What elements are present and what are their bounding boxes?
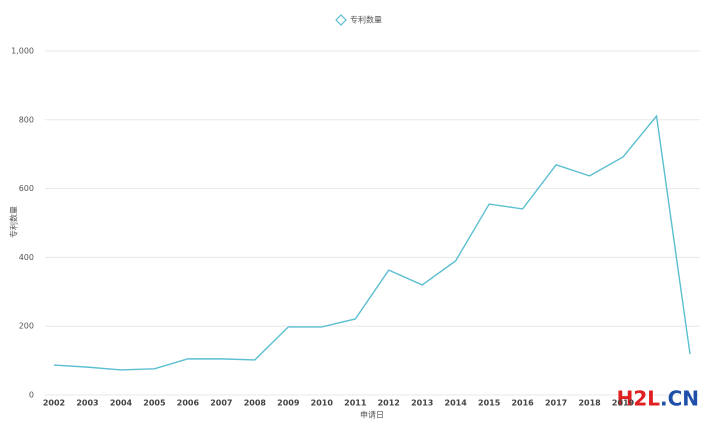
- x-tick-label: 2005: [143, 399, 166, 408]
- x-tick-label: 2018: [578, 399, 601, 408]
- x-tick-label: 2003: [76, 399, 98, 408]
- line: [53, 114, 691, 371]
- y-tick-label: 1,000: [11, 47, 34, 56]
- x-tick-label: 2009: [277, 399, 300, 408]
- x-tick-label: 2010: [311, 399, 334, 408]
- y-tick-label: 600: [19, 184, 34, 193]
- y-tick-label: 400: [19, 253, 34, 262]
- x-tick-label: 2011: [344, 399, 367, 408]
- y-tick-label: 800: [19, 115, 34, 124]
- y-tick-label: 0: [29, 391, 34, 400]
- x-tick-label: 2006: [177, 399, 200, 408]
- x-tick-label: 2013: [411, 399, 433, 408]
- x-axis-label: 申请日: [360, 410, 384, 420]
- x-tick-label: 2014: [445, 399, 468, 408]
- y-tick-label: 200: [19, 322, 34, 331]
- y-axis-label: 专利数量: [9, 206, 19, 238]
- watermark: H2L: [617, 387, 661, 411]
- x-tick-label: 2007: [210, 399, 232, 408]
- x-tick-label: 2016: [511, 399, 534, 408]
- x-tick-label: 2008: [244, 399, 267, 408]
- x-tick-label: 2002: [43, 399, 65, 408]
- x-tick-label: 2012: [378, 399, 400, 408]
- x-tick-label: 2015: [478, 399, 501, 408]
- x-tick-label: 2019: [612, 399, 635, 408]
- legend-icon: [335, 14, 347, 26]
- x-tick-label: 2017: [545, 399, 567, 408]
- x-tick-label: 2004: [110, 399, 133, 408]
- legend-label: 专利数量: [350, 15, 382, 25]
- watermark: .CN: [660, 387, 699, 411]
